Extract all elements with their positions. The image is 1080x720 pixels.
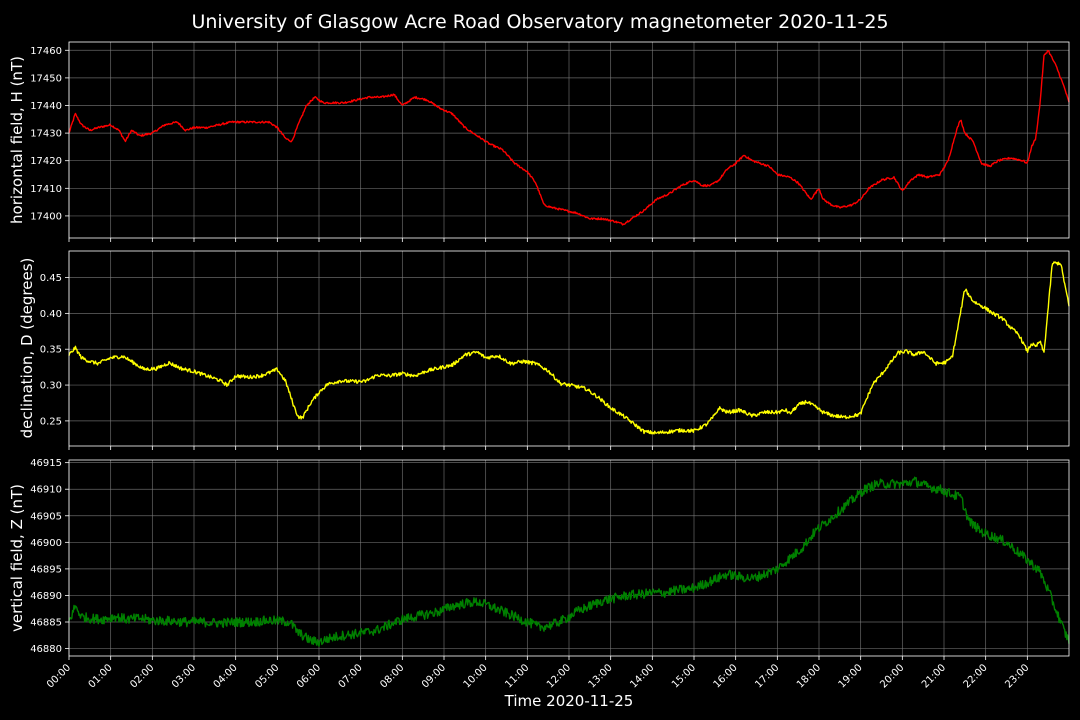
x-tick-label: 01:00 (87, 662, 115, 690)
x-tick-label: 16:00 (712, 662, 740, 690)
plot-frame (68, 41, 1070, 239)
panel-2: 0.25 0.30 0.35 0.40 0.45 declination, D (degr… (18, 250, 1070, 450)
y-tick-label: 0.30 (40, 381, 62, 392)
panel-1: 17400 17410 17420 17430 17440 17450 17460 horiz… (8, 41, 1070, 242)
x-tick-label: 17:00 (753, 662, 781, 690)
x-tick-label: 07:00 (337, 662, 365, 690)
x-tick-label: 09:00 (420, 662, 448, 690)
y-tick-label: 46910 (30, 485, 62, 496)
chart-title: University of Glasgow Acre Road Observat… (191, 11, 888, 33)
x-tick-label: 13:00 (587, 662, 615, 690)
x-tick-label: 03:00 (170, 662, 198, 690)
y-tick-label: 17450 (30, 73, 62, 84)
x-tick-label: 20:00 (878, 662, 906, 690)
y-tick-label: 46915 (30, 458, 62, 469)
y-tick-label: 0.45 (40, 273, 62, 284)
series-line (68, 261, 1070, 435)
x-tick-label: 15:00 (670, 662, 698, 690)
y-tick-label: 17440 (30, 101, 62, 112)
panel-3: 46880 46885 46890 46895 46900 46905 46910 46915… (8, 458, 1070, 660)
x-tick-label: 22:00 (962, 662, 990, 690)
plot-frame (68, 459, 1070, 657)
y-tick-label: 46895 (30, 564, 62, 575)
y-tick-label: 0.25 (40, 416, 62, 427)
x-tick-label: 11:00 (503, 662, 531, 690)
y-tick-label: 46900 (30, 538, 62, 549)
x-tick-label: 02:00 (128, 662, 156, 690)
plot-frame (68, 250, 1070, 447)
x-tick-label: 10:00 (462, 662, 490, 690)
x-tick-label: 04:00 (212, 662, 240, 690)
x-tick-label: 18:00 (795, 662, 823, 690)
series-line (68, 49, 1070, 226)
y-tick-label: 0.35 (40, 345, 62, 356)
x-tick-label: 23:00 (1003, 662, 1031, 690)
y-tick-label: 17410 (30, 184, 62, 195)
x-tick-label: 00:00 (45, 662, 73, 690)
y-tick-label: 46905 (30, 511, 62, 522)
y-tick-label: 17400 (30, 211, 62, 222)
y-axis-label: declination, D (degrees) (18, 258, 36, 439)
x-tick-label: 21:00 (920, 662, 948, 690)
y-tick-label: 46885 (30, 618, 62, 629)
x-tick-label: 06:00 (295, 662, 323, 690)
y-tick-label: 46890 (30, 591, 62, 602)
y-axis-label: vertical field, Z (nT) (8, 484, 26, 632)
y-tick-label: 17430 (30, 129, 62, 140)
x-tick-label: 19:00 (837, 662, 865, 690)
x-tick-label: 12:00 (545, 662, 573, 690)
x-axis-label: Time 2020-11-25 (504, 692, 634, 710)
y-tick-label: 46880 (30, 644, 62, 655)
y-tick-label: 17420 (30, 156, 62, 167)
x-tick-label: 08:00 (378, 662, 406, 690)
x-tick-label: 14:00 (628, 662, 656, 690)
series-line (68, 476, 1070, 648)
x-tick-label: 05:00 (253, 662, 281, 690)
y-axis-label: horizontal field, H (nT) (8, 56, 26, 224)
y-tick-label: 17460 (30, 46, 62, 57)
y-tick-label: 0.40 (40, 309, 62, 320)
